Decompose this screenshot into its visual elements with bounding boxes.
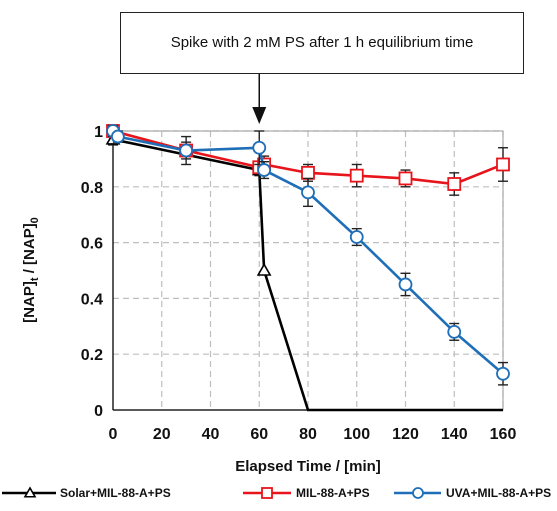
y-axis-title: [NAP]t / [NAP]0 xyxy=(21,217,41,323)
data-point xyxy=(496,157,510,172)
legend-item: MIL-88-A+PS xyxy=(243,486,370,500)
x-tick-label: 100 xyxy=(343,426,370,443)
data-point xyxy=(349,230,364,244)
data-point xyxy=(301,165,315,180)
x-tick-label: 160 xyxy=(490,426,517,443)
x-tick-label: 0 xyxy=(109,426,118,443)
legend: Solar+MIL-88-A+PS MIL-88-A+PS UVA+MIL-88-A… xyxy=(2,486,551,500)
x-tick-label: 20 xyxy=(153,426,171,443)
data-point xyxy=(301,185,315,200)
x-tick-label: 140 xyxy=(441,426,468,443)
data-point xyxy=(349,168,364,183)
series-layer xyxy=(105,124,510,412)
data-point xyxy=(398,277,413,292)
y-axis-title-sub1: t xyxy=(29,277,41,281)
data-point xyxy=(496,366,510,381)
annotation-arrow xyxy=(252,74,267,124)
legend-label: MIL-88-A+PS xyxy=(296,486,370,500)
y-axis-title-sub2: 0 xyxy=(29,217,41,223)
y-tick-label: 0.2 xyxy=(81,347,103,364)
x-tick-label: 120 xyxy=(392,426,419,443)
series-line xyxy=(112,130,504,375)
y-axis-title-part2: / [NAP] xyxy=(21,223,38,277)
y-tick-label: 1 xyxy=(94,124,103,141)
legend-swatch-marker xyxy=(23,486,37,498)
x-axis-title: Elapsed Time / [min] xyxy=(235,458,381,475)
legend-item: UVA+MIL-88-A+PS xyxy=(394,486,551,500)
data-point xyxy=(256,262,272,276)
series-circle xyxy=(106,124,510,386)
annotation-arrow-head xyxy=(252,107,267,124)
data-point xyxy=(252,140,267,155)
legend-label: UVA+MIL-88-A+PS xyxy=(446,486,551,500)
data-point xyxy=(110,129,125,144)
data-point xyxy=(447,324,462,339)
annotation-text: Spike with 2 mM PS after 1 h equilibrium… xyxy=(170,34,474,51)
legend-item: Solar+MIL-88-A+PS xyxy=(2,486,171,500)
legend-swatch-marker xyxy=(412,487,424,499)
annotation-box: Spike with 2 mM PS after 1 h equilibrium… xyxy=(120,12,524,74)
y-tick-label: 0.6 xyxy=(81,236,103,253)
data-point xyxy=(447,177,462,191)
tick-labels: 0 20 40 60 80 100 120 140 160 0 0.2 0.4 0.6 0.8 1 xyxy=(81,124,517,443)
x-tick-label: 80 xyxy=(299,426,317,443)
y-axis-title-part1: [NAP] xyxy=(21,281,38,323)
data-point xyxy=(179,143,194,158)
data-point xyxy=(257,163,272,177)
data-point xyxy=(398,171,413,186)
legend-label: Solar+MIL-88-A+PS xyxy=(60,486,171,500)
x-tick-label: 40 xyxy=(202,426,220,443)
y-tick-label: 0.8 xyxy=(81,180,103,197)
y-tick-label: 0.4 xyxy=(81,291,103,308)
x-tick-label: 60 xyxy=(250,426,268,443)
y-tick-label: 0 xyxy=(94,403,103,420)
legend-swatch-marker xyxy=(261,487,273,499)
